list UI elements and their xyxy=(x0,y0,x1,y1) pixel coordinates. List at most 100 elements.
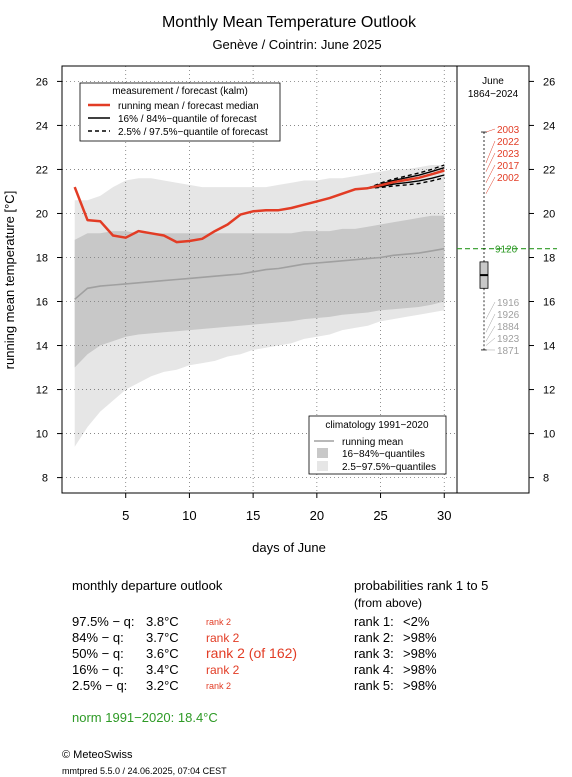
departure-label-q25: 2.5% − q: xyxy=(72,678,128,693)
warm-year-leader-2017 xyxy=(485,164,496,183)
cold-year-1926: 1926 xyxy=(497,310,520,321)
departure-rank-q50: rank 2 (of 162) xyxy=(206,645,298,661)
probability-label-rank5: rank 5: xyxy=(354,678,394,693)
temperature-outlook-chart: Monthly Mean Temperature Outlook Genève … xyxy=(2,14,557,555)
cold-year-1871: 1871 xyxy=(497,346,520,357)
y-tick-label-left-10: 10 xyxy=(36,429,48,441)
legend-label-clim-outer: 2.5−97.5%−quantiles xyxy=(342,462,436,473)
y-tick-label-left-16: 16 xyxy=(36,297,48,309)
legend-swatch-clim-inner xyxy=(317,448,328,458)
x-axis-label: days of June xyxy=(252,540,326,555)
clim-mean-line xyxy=(74,247,445,300)
y-tick-label-left-14: 14 xyxy=(36,341,48,353)
warm-year-leader-2002 xyxy=(485,176,496,194)
y-tick-label-right-18: 18 xyxy=(543,252,555,264)
y-tick-label-right-10: 10 xyxy=(543,429,555,441)
climatology-bands xyxy=(74,165,445,447)
series-lines xyxy=(73,164,445,300)
warm-year-leader-2023 xyxy=(485,152,496,172)
probability-value-rank2: >98% xyxy=(403,630,437,645)
departure-label-q16: 16% − q: xyxy=(72,662,124,677)
x-tick-label-20: 20 xyxy=(310,508,324,523)
history-panel: June 1864−2024 9120200320222023201720021… xyxy=(457,76,557,357)
y-tick-label-left-24: 24 xyxy=(36,120,48,132)
legend-label-clim-mean: running mean xyxy=(342,437,403,448)
measurement-legend-box xyxy=(79,82,281,142)
x-tick-label-25: 25 xyxy=(373,508,387,523)
y-tick-label-right-20: 20 xyxy=(543,208,555,220)
probability-label-rank4: rank 4: xyxy=(354,662,394,677)
warm-year-2023: 2023 xyxy=(497,149,520,160)
chart-title: Monthly Mean Temperature Outlook xyxy=(162,14,417,31)
x-tick-label-30: 30 xyxy=(437,508,451,523)
departure-value-q25: 3.2°C xyxy=(146,678,179,693)
x-tick-label-15: 15 xyxy=(246,508,260,523)
legend-swatch-clim-outer xyxy=(317,461,328,471)
departure-value-q50: 3.6°C xyxy=(146,646,179,661)
forecast-median-line xyxy=(367,169,445,190)
climatology-legend-box xyxy=(308,415,447,475)
y-tick-label-right-26: 26 xyxy=(543,76,555,88)
norm-value: norm 1991−2020: 18.4°C xyxy=(72,710,218,725)
departure-value-q975: 3.8°C xyxy=(146,614,179,629)
warm-year-leader-2022 xyxy=(485,140,496,163)
legend-label-q2-97: 2.5% / 97.5%−quantile of forecast xyxy=(118,127,268,138)
x-tick-label-5: 5 xyxy=(122,508,129,523)
cold-year-leader-1926 xyxy=(485,313,496,333)
measurement-line xyxy=(73,186,368,244)
departure-value-q16: 3.4°C xyxy=(146,662,179,677)
y-tick-label-left-12: 12 xyxy=(36,385,48,397)
probability-value-rank1: <2% xyxy=(403,614,430,629)
departure-value-q84: 3.7°C xyxy=(146,630,179,645)
forecast-q2-5-line xyxy=(367,177,445,189)
probability-value-rank5: >98% xyxy=(403,678,437,693)
probability-value-rank3: >98% xyxy=(403,646,437,661)
probability-label-rank2: rank 2: xyxy=(354,630,394,645)
legend-label-median: running mean / forecast median xyxy=(118,101,259,112)
y-tick-label-left-20: 20 xyxy=(36,208,48,220)
cold-year-1916: 1916 xyxy=(497,298,520,309)
warm-year-2022: 2022 xyxy=(497,137,520,148)
history-title-period: 1864−2024 xyxy=(468,89,519,100)
cold-year-leader-1923 xyxy=(485,337,496,346)
warm-year-2003: 2003 xyxy=(497,125,520,136)
climatology-legend-title: climatology 1991−2020 xyxy=(325,420,429,431)
measurement-legend: measurement / forecast (kalm) running me… xyxy=(79,82,281,142)
departure-label-q50: 50% − q: xyxy=(72,646,124,661)
history-boxplot: 9120200320222023201720021916192618841923… xyxy=(457,125,557,357)
y-tick-label-right-8: 8 xyxy=(543,473,549,485)
y-tick-label-right-24: 24 xyxy=(543,120,555,132)
departure-rank-q84: rank 2 xyxy=(206,631,240,645)
y-tick-label-right-22: 22 xyxy=(543,164,555,176)
probability-label-rank3: rank 3: xyxy=(354,646,394,661)
legend-label-clim-inner: 16−84%−quantiles xyxy=(342,449,425,460)
probabilities-title: probabilities rank 1 to 5 xyxy=(354,578,489,593)
history-title-month: June xyxy=(482,76,504,87)
legend-label-q16-84: 16% / 84%−quantile of forecast xyxy=(118,114,257,125)
y-tick-label-left-22: 22 xyxy=(36,164,48,176)
y-tick-label-right-14: 14 xyxy=(543,341,555,353)
copyright: © MeteoSwiss xyxy=(62,749,133,761)
norm-label: 9120 xyxy=(495,245,518,256)
history-panel-frame xyxy=(456,65,530,494)
y-tick-label-right-12: 12 xyxy=(543,385,555,397)
warm-year-2002: 2002 xyxy=(497,173,520,184)
departure-label-q975: 97.5% − q: xyxy=(72,614,135,629)
x-tick-label-10: 10 xyxy=(182,508,196,523)
cold-year-leader-1884 xyxy=(485,325,496,342)
measurement-legend-title: measurement / forecast (kalm) xyxy=(112,86,248,97)
departure-title: monthly departure outlook xyxy=(72,578,223,593)
warm-year-leader-2003 xyxy=(485,128,496,133)
forecast-q97-5-line xyxy=(367,164,445,189)
y-tick-label-right-16: 16 xyxy=(543,297,555,309)
cold-year-leader-1916 xyxy=(485,301,496,320)
clim-band-16-84 xyxy=(74,215,445,368)
y-tick-label-left-26: 26 xyxy=(36,76,48,88)
probability-label-rank1: rank 1: xyxy=(354,614,394,629)
y-axis-label: running mean temperature [°C] xyxy=(2,191,17,370)
version-stamp: mmtpred 5.5.0 / 24.06.2025, 07:04 CEST xyxy=(62,766,227,776)
departure-label-q84: 84% − q: xyxy=(72,630,124,645)
forecast-q16-line xyxy=(367,174,445,189)
departure-rank-q16: rank 2 xyxy=(206,663,240,677)
